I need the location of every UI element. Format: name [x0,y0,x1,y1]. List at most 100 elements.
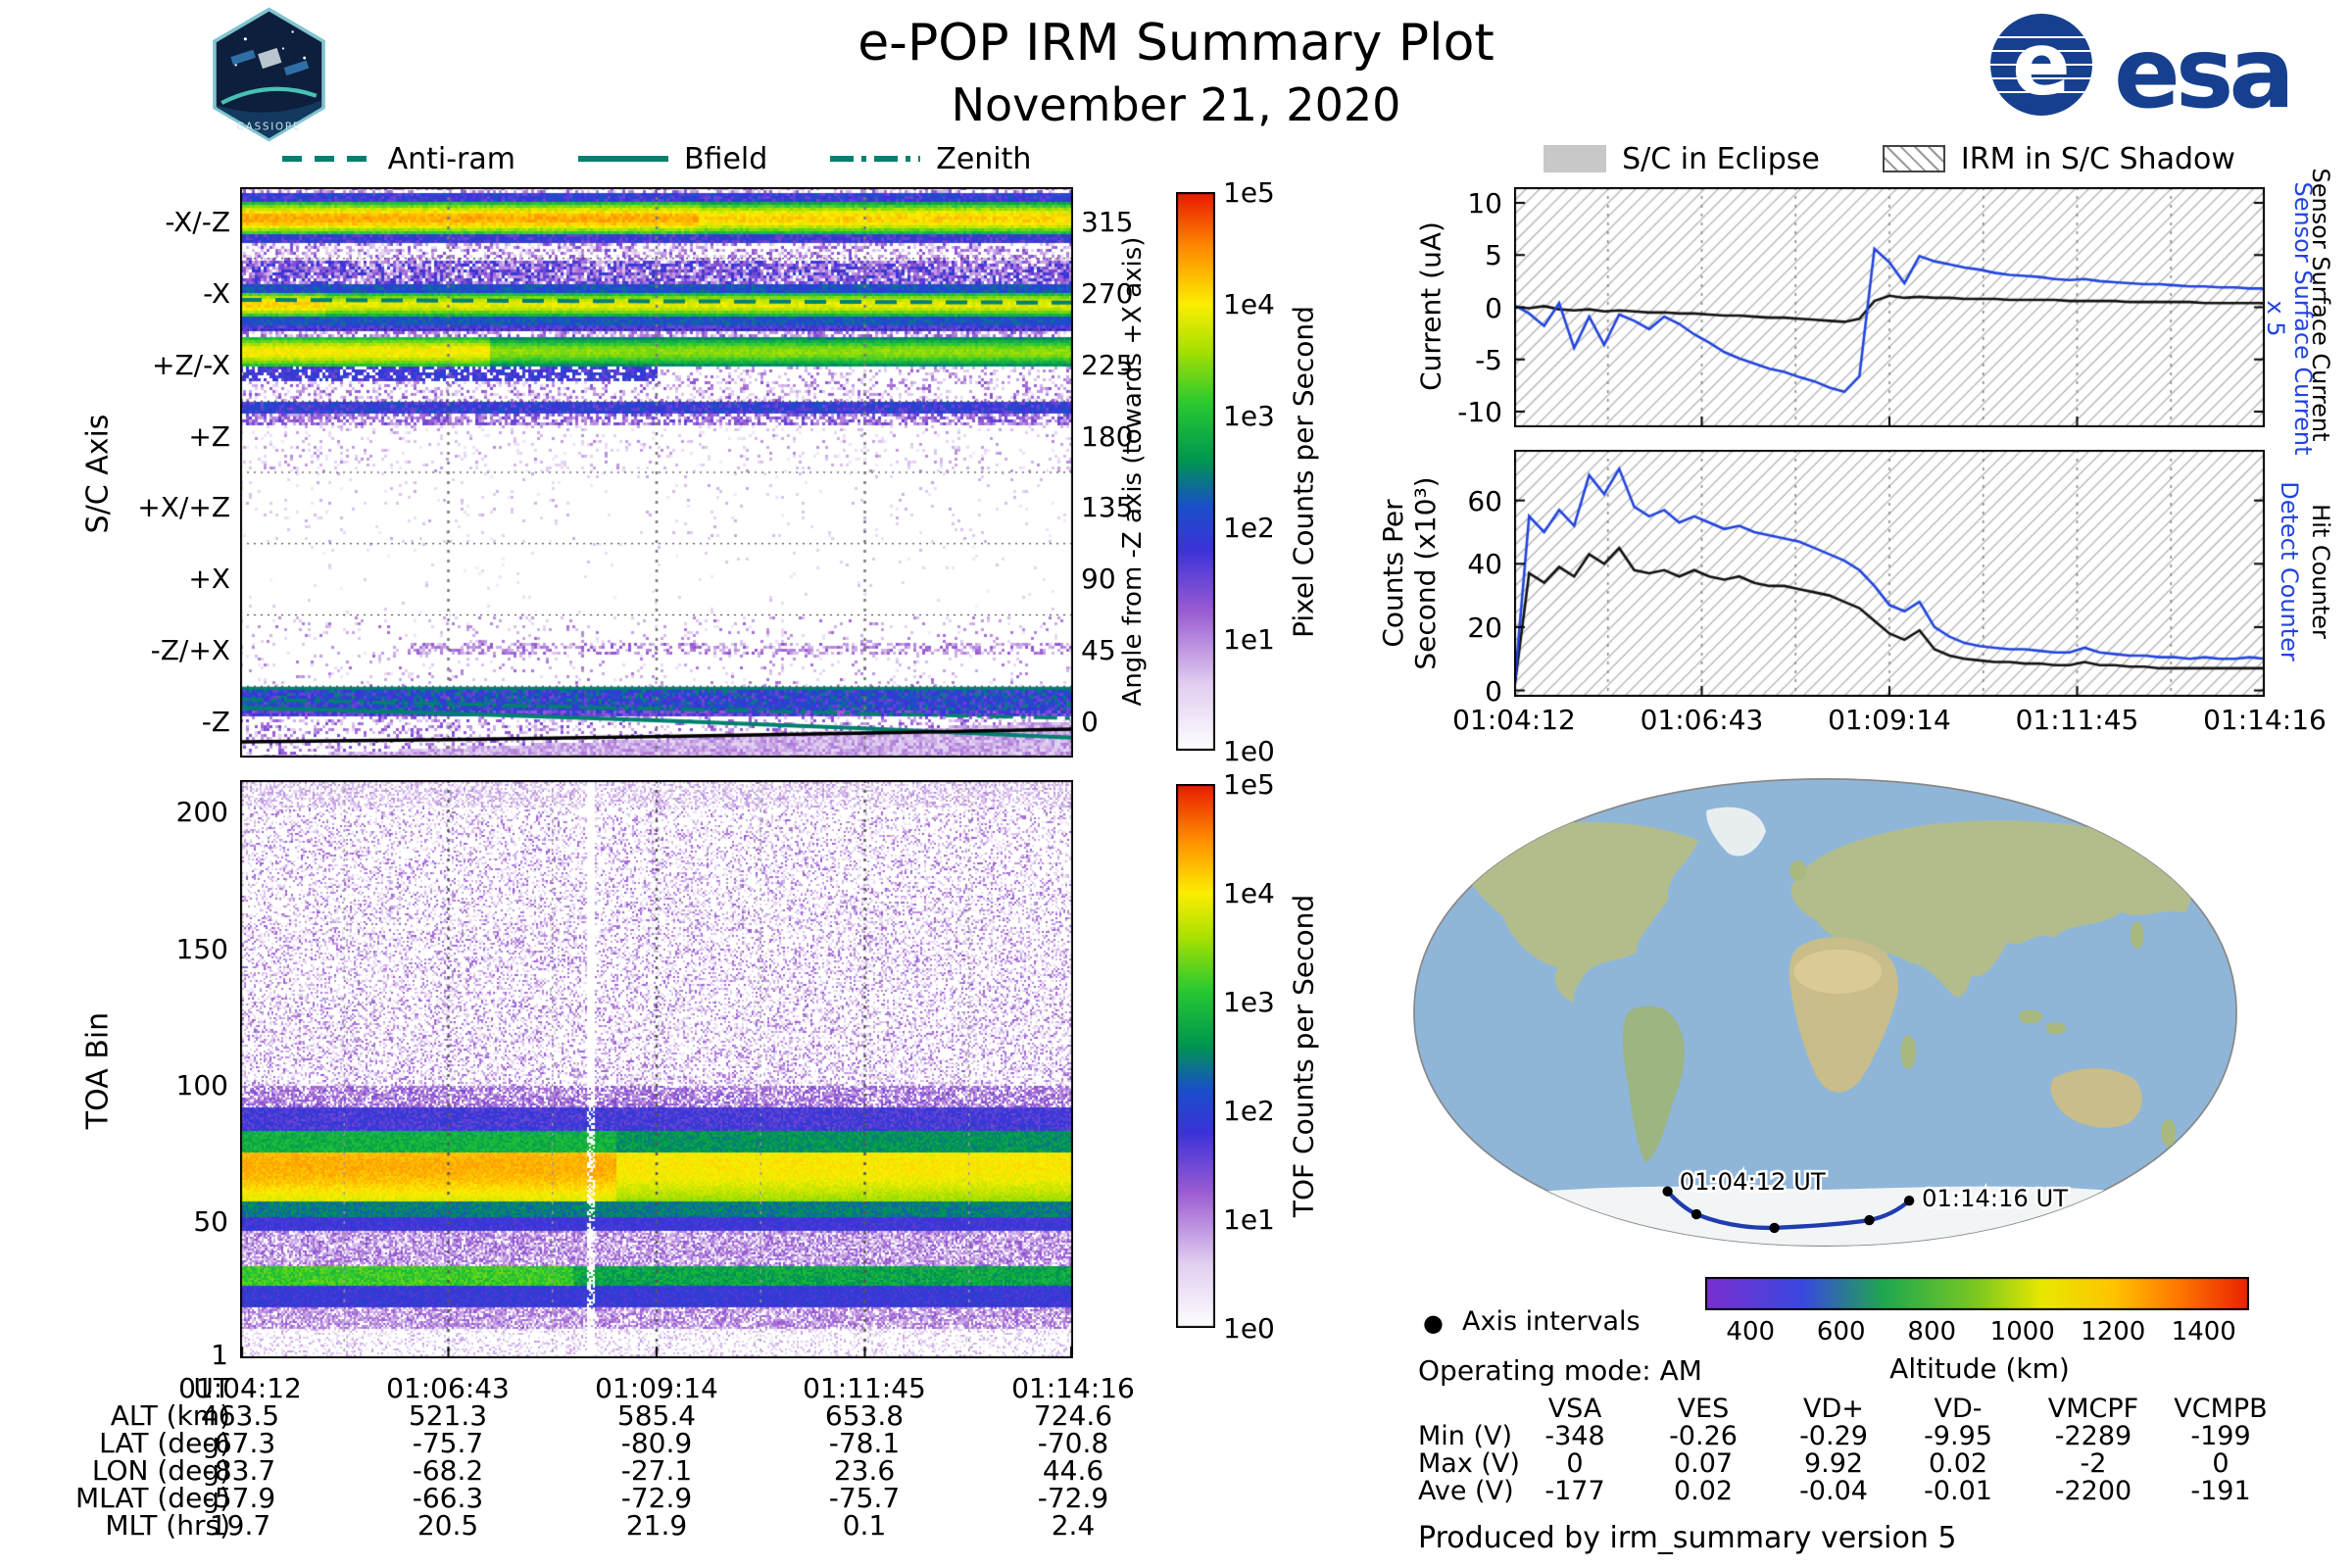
track-dot-4 [1864,1214,1875,1226]
sc-band-label-3: +Z/-X [152,348,230,381]
legend-item-zenith: Zenith [830,142,1031,176]
altitude-tick-label: 1200 [2081,1317,2146,1347]
ephemeris-value: 20.5 [416,1509,479,1542]
ephemeris-value: 01:04:12 [178,1372,302,1404]
satellite-icon [230,47,310,76]
toa-ytick-label: 150 [175,932,228,965]
ephemeris-value: -70.8 [1037,1427,1109,1459]
altitude-tick-label: 800 [1907,1317,1957,1347]
ephemeris-value: -80.9 [620,1427,693,1459]
time-tick-label: 01:11:45 [2015,704,2139,736]
voltage-column-header: VCMPB [2174,1394,2268,1424]
tof-cbar-tick-label: 1e4 [1223,877,1275,909]
altitude-tick-label: 600 [1816,1317,1866,1347]
voltage-value: -2289 [2054,1421,2132,1451]
legend-item-eclipse: S/C in Eclipse [1544,142,1820,176]
tof-counts-colorbar [1176,784,1215,1328]
shadow-hatch-swatch-icon [1882,145,1945,172]
current-ytick-label: 5 [1485,239,1502,272]
legend-label-bfield: Bfield [683,141,768,176]
eclipse-swatch-icon [1544,145,1607,172]
toa-ytick-label: 1 [211,1339,228,1372]
tof-cbar-tick-label: 1e1 [1223,1203,1275,1236]
pixel-counts-colorbar [1176,192,1215,751]
tof-counts-colorbar-label: TOF Counts per Second [1287,894,1320,1218]
sahara [1793,949,1883,994]
ephemeris-value: -66.3 [412,1482,484,1514]
angle-tick-label: 135 [1081,491,1134,524]
altitude-tick-label: 1400 [2171,1317,2236,1347]
voltage-value: 0.02 [1928,1448,1988,1479]
esa-logo: e esa [1984,8,2295,130]
voltage-row-label: Min (V) [1418,1421,1513,1451]
angle-tick-label: 270 [1081,277,1134,311]
sc-band-label-6: +X [188,563,230,596]
cassiope-label: CASSIOPE [237,122,301,133]
angle-tick-label: 180 [1081,419,1134,453]
sc-band-label-4: +Z [188,419,230,453]
altitude-colorbar [1705,1277,2249,1310]
voltage-value: 0 [2212,1448,2230,1479]
ground-track-map: 01:04:12 UT 01:14:16 UT [1413,778,2237,1247]
sc-axis-spectrogram-canvas [240,187,1073,758]
legend-label-zenith: Zenith [936,141,1032,176]
ephemeris-value: -75.7 [412,1427,484,1459]
track-end-label: 01:14:16 UT [1922,1185,2068,1212]
current-ytick-label: -10 [1457,396,1502,429]
ephemeris-value: -67.3 [204,1427,276,1459]
legend-label-shadow: IRM in S/C Shadow [1960,141,2235,176]
counts-right-label-black: Hit Counter [2307,504,2334,639]
current-ytick-label: -5 [1475,343,1502,376]
hexagon-badge [213,7,325,142]
voltage-column-header: VSA [1547,1394,1602,1424]
north-america [1451,821,1698,1004]
ephemeris-value: 653.8 [824,1399,905,1432]
track-start-label: 01:04:12 UT [1680,1168,1826,1196]
voltage-column-header: VD+ [1803,1394,1864,1424]
voltage-value: -2 [2080,1448,2107,1479]
earth-horizon [217,100,321,139]
toa-spectrogram-canvas [240,780,1073,1358]
pixel-cbar-tick-label: 1e4 [1223,288,1275,320]
ephemeris-value: 2.4 [1051,1509,1096,1542]
british-isles [1789,860,1807,881]
ephemeris-value: 724.6 [1033,1399,1113,1432]
counts-right-label-blue: Detect Counter [2276,481,2303,662]
voltage-value: 0 [1566,1448,1584,1479]
svg-text:e: e [2012,14,2071,115]
orbit-track-group: 01:04:12 UT 01:14:16 UT [1662,1165,2071,1234]
track-dot-3 [1769,1222,1780,1234]
ephemeris-value: 521.3 [408,1399,488,1432]
island-1 [2018,1009,2042,1024]
new-zealand [2161,1119,2177,1147]
attitude-legend: Anti-ram Bfield Zenith [240,141,1073,176]
voltage-column-header: VMCPF [2047,1394,2139,1424]
ephemeris-value: -78.1 [828,1427,901,1459]
tof-cbar-tick-label: 1e3 [1223,986,1275,1018]
toa-ylabel: TOA Bin [80,1011,116,1130]
current-right-label-black: Sensor Surface Current [2307,168,2334,442]
toa-ytick-label: 50 [193,1204,228,1238]
legend-label-anti-ram: Anti-ram [387,141,515,176]
page-title: e-POP IRM Summary Plot [858,14,1494,73]
ephemeris-value: 585.4 [616,1399,697,1432]
time-tick-label: 01:04:12 [1452,704,1576,736]
altitude-tick-label: 1000 [1989,1317,2055,1347]
island-2 [2045,1022,2067,1035]
ephemeris-value: 19.7 [209,1509,271,1542]
pixel-cbar-tick-label: 1e5 [1223,176,1275,209]
counts-plot-canvas [1514,450,2265,697]
ephemeris-value: 0.1 [842,1509,887,1542]
voltage-value: -348 [1544,1421,1605,1451]
pixel-cbar-tick-label: 1e2 [1223,512,1275,544]
toa-ytick-label: 100 [175,1068,228,1102]
cassiope-mission-logo: CASSIOPE [213,7,325,142]
swoosh [220,86,318,105]
zenith-dashdot-line-icon [830,156,921,162]
voltage-value: 9.92 [1803,1448,1864,1479]
voltage-column-header: VES [1677,1394,1730,1424]
ephemeris-value: 44.6 [1042,1454,1104,1487]
time-tick-label: 01:06:43 [1640,704,1764,736]
voltage-value: -0.26 [1669,1421,1738,1451]
